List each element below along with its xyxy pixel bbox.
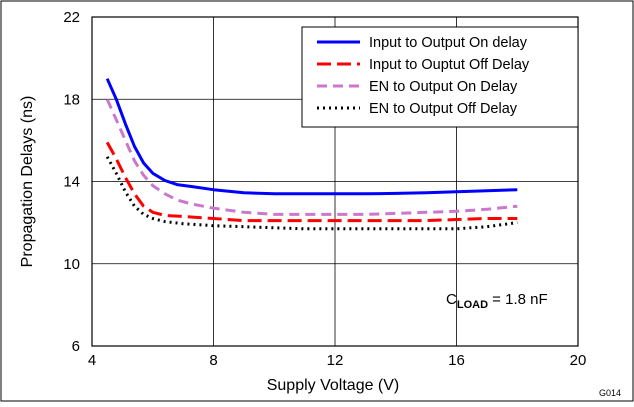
y-tick-label: 18 [63,91,80,108]
x-tick-label: 8 [209,352,217,369]
series-line [105,78,518,196]
load-capacitance-annotation: CLOAD = 1.8 nF [446,291,548,311]
annotation-suffix: = 1.8 nF [488,291,548,308]
y-tick-label: 10 [63,256,80,273]
annotation-subscript: LOAD [457,299,488,311]
y-axis-label: Propagation Delays (ns) [19,96,36,268]
x-tick-label: 16 [448,352,465,369]
tick-labels: 4 8 12 16 20 6 10 14 18 22 [63,9,586,369]
x-tick-label: 4 [88,352,96,369]
legend-box [301,26,579,128]
x-tick-label: 12 [327,352,344,369]
plot-border [91,16,579,347]
y-tick-label: 22 [63,9,80,26]
legend-label: EN to Output On Delay [369,79,518,95]
x-axis-label: Supply Voltage (V) [267,377,400,394]
legend-label: Input to Output On delay [369,35,528,51]
figure-code: G014 [599,388,621,398]
annotation-prefix: C [446,291,457,308]
legend-label: EN to Output Off Delay [369,101,518,117]
y-tick-label: 6 [72,338,80,355]
legend: Input to Output On delay Input to Ouptut … [301,26,579,128]
y-tick-label: 14 [63,174,80,191]
series-line [105,98,518,216]
x-tick-label: 20 [570,352,587,369]
series-layer [105,78,518,231]
legend-label: Input to Ouptut Off Delay [369,57,530,73]
